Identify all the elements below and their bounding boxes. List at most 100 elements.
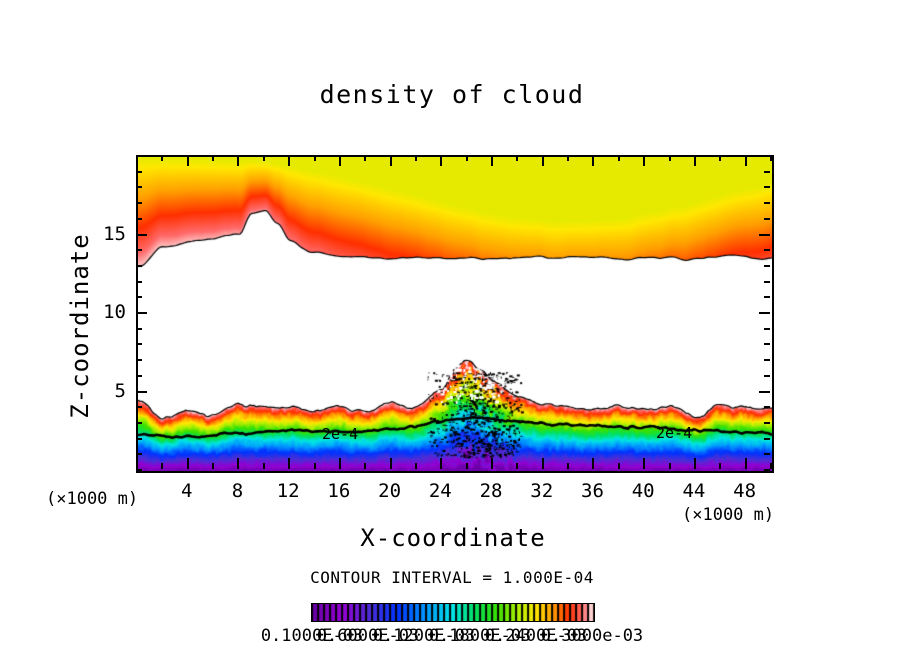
x-tick-label: 44 [682, 480, 706, 502]
x-tick-label: 48 [733, 480, 757, 502]
plot-area [136, 155, 774, 473]
x-axis-unit-label: (×1000 m) [682, 505, 775, 525]
x-tick-label: 8 [231, 480, 244, 502]
y-tick [136, 453, 142, 455]
x-tick-top [491, 155, 493, 166]
x-tick-top [669, 155, 671, 161]
x-tick [669, 463, 671, 469]
y-tick-right [759, 312, 770, 314]
x-tick-top [339, 155, 341, 166]
y-tick-right [764, 438, 770, 440]
x-tick-top [364, 155, 366, 161]
x-tick [415, 463, 417, 469]
x-tick [694, 458, 696, 469]
y-tick [136, 422, 142, 424]
contour-label-right: 2e-4 [656, 424, 693, 442]
y-tick-right [764, 406, 770, 408]
colorbar-tick-label: 0.2400E-03 [484, 626, 588, 646]
colorbar-tick-label: 0.1800E-03 [428, 626, 532, 646]
y-tick [136, 202, 142, 204]
x-tick-top [314, 155, 316, 161]
x-tick [339, 458, 341, 469]
y-tick-right [764, 453, 770, 455]
x-tick-top [694, 155, 696, 166]
y-tick-right [764, 422, 770, 424]
x-tick-top [592, 155, 594, 166]
y-tick [136, 296, 142, 298]
y-tick [136, 265, 142, 267]
colorbar [311, 603, 595, 622]
y-tick-label: 15 [103, 222, 126, 245]
x-tick-top [643, 155, 645, 166]
y-tick-right [764, 343, 770, 345]
x-tick [263, 463, 265, 469]
x-tick-top [745, 155, 747, 166]
y-tick-right [759, 391, 770, 393]
y-tick [136, 469, 142, 471]
colorbar-tick-label: 0.6000E-03 [316, 626, 420, 646]
x-tick [542, 458, 544, 469]
y-tick-right [764, 155, 770, 157]
x-tick [618, 463, 620, 469]
y-tick-right [764, 249, 770, 251]
y-axis-title: Z-coordinate [66, 233, 94, 419]
x-tick [643, 458, 645, 469]
x-tick-top [466, 155, 468, 161]
x-tick [440, 458, 442, 469]
x-tick-label: 32 [530, 480, 554, 502]
x-tick-top [288, 155, 290, 166]
x-tick-top [770, 155, 772, 161]
y-tick [136, 391, 147, 393]
x-tick [516, 463, 518, 469]
x-tick [719, 463, 721, 469]
y-tick-right [764, 359, 770, 361]
y-tick-right [764, 328, 770, 330]
x-tick-label: 16 [327, 480, 351, 502]
y-tick [136, 218, 142, 220]
y-tick [136, 249, 142, 251]
x-tick [770, 463, 772, 469]
x-tick [314, 463, 316, 469]
x-tick-top [719, 155, 721, 161]
contour-interval-text: CONTOUR INTERVAL = 1.000E-04 [310, 568, 594, 587]
y-tick [136, 359, 142, 361]
y-tick [136, 312, 147, 314]
y-tick [136, 438, 142, 440]
y-tick-right [759, 234, 770, 236]
x-tick-top [390, 155, 392, 166]
x-tick [567, 463, 569, 469]
x-tick [491, 458, 493, 469]
y-tick-right [764, 265, 770, 267]
y-tick-label: 5 [114, 379, 126, 402]
y-tick-right [764, 171, 770, 173]
x-tick-top [567, 155, 569, 161]
x-tick [161, 463, 163, 469]
y-tick-right [764, 202, 770, 204]
x-tick [288, 458, 290, 469]
y-tick-right [764, 375, 770, 377]
x-tick-top [237, 155, 239, 166]
x-tick-label: 24 [428, 480, 452, 502]
x-tick-top [136, 155, 138, 161]
y-tick [136, 328, 142, 330]
contour-field-canvas [138, 157, 772, 471]
y-tick-right [764, 296, 770, 298]
x-tick-label: 36 [581, 480, 604, 502]
y-tick [136, 281, 142, 283]
colorbar-tick-labels: 0.1000E-03 0.6000E-03 0.1200E-03 0.1800E-03… [0, 626, 904, 650]
y-tick [136, 186, 142, 188]
x-tick-top [618, 155, 620, 161]
x-tick [136, 463, 138, 469]
x-tick [364, 463, 366, 469]
colorbar-tick-label: 0.1200E-03 [372, 626, 476, 646]
x-tick [390, 458, 392, 469]
x-tick-label: 28 [479, 480, 503, 502]
x-tick-top [415, 155, 417, 161]
x-tick-label: 40 [631, 480, 655, 502]
y-tick-right [764, 281, 770, 283]
colorbar-tick-label: 0.3000e-03 [540, 626, 644, 646]
x-tick-label: 4 [180, 480, 193, 502]
y-tick-right [764, 469, 770, 471]
